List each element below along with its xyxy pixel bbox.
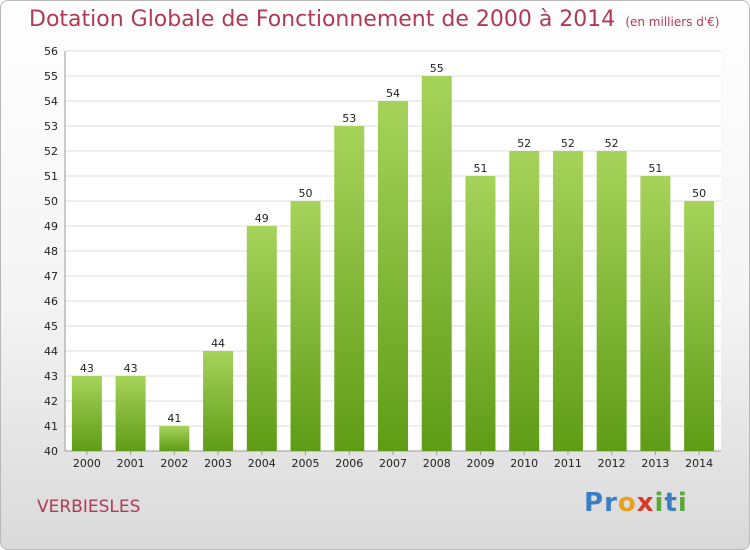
bar [290, 201, 321, 451]
x-tick-label: 2011 [554, 457, 582, 470]
bar-value-label: 51 [473, 162, 487, 175]
bar-value-label: 44 [211, 337, 225, 350]
bar [246, 226, 277, 451]
bar [378, 101, 408, 451]
bar-value-label: 52 [605, 137, 619, 150]
y-tick-label: 40 [44, 445, 58, 458]
y-tick-label: 46 [44, 295, 58, 308]
y-tick-label: 42 [44, 395, 58, 408]
y-tick-label: 52 [44, 145, 58, 158]
chart-title-main: Dotation Globale de Fonctionnement de 20… [29, 7, 616, 32]
bar-value-label: 43 [80, 362, 94, 375]
y-tick-label: 45 [44, 320, 58, 333]
y-tick-label: 44 [44, 345, 58, 358]
bar [203, 351, 234, 451]
x-tick-label: 2003 [204, 457, 232, 470]
y-tick-label: 43 [44, 370, 58, 383]
bar-value-label: 55 [430, 62, 444, 75]
bar-value-label: 50 [692, 187, 706, 200]
logo-letter: i [654, 488, 665, 518]
bar [596, 151, 627, 451]
bar-value-label: 54 [386, 87, 400, 100]
logo-letter: o [617, 488, 637, 518]
x-tick-label: 2000 [73, 457, 101, 470]
logo-letter: x [636, 488, 655, 518]
bar [334, 126, 365, 451]
x-tick-label: 2012 [598, 457, 626, 470]
proxiti-logo: Proxiti [584, 488, 688, 518]
x-tick-label: 2005 [292, 457, 320, 470]
chart-title: Dotation Globale de Fonctionnement de 20… [29, 7, 719, 32]
bar-value-label: 50 [299, 187, 313, 200]
y-tick-label: 41 [44, 420, 58, 433]
y-tick-label: 55 [44, 70, 58, 83]
bar-value-label: 53 [342, 112, 356, 125]
bar [421, 76, 452, 451]
chart-title-unit: (en milliers d'€) [625, 15, 720, 29]
y-tick-label: 47 [44, 270, 58, 283]
bar [71, 376, 102, 451]
logo-letter: P [584, 488, 605, 518]
bar [465, 176, 496, 451]
bar-value-label: 52 [561, 137, 575, 150]
bar [159, 426, 190, 451]
bar-value-label: 51 [648, 162, 662, 175]
x-tick-label: 2014 [685, 457, 713, 470]
bar [115, 376, 146, 451]
x-tick-label: 2010 [510, 457, 538, 470]
logo-letter: t [664, 488, 678, 518]
x-tick-label: 2001 [117, 457, 145, 470]
y-tick-label: 54 [44, 95, 58, 108]
bar-value-label: 52 [517, 137, 531, 150]
y-tick-label: 51 [44, 170, 58, 183]
bar-value-label: 43 [124, 362, 138, 375]
bar [640, 176, 671, 451]
x-tick-label: 2007 [379, 457, 407, 470]
x-tick-label: 2008 [423, 457, 451, 470]
bar-value-label: 49 [255, 212, 269, 225]
x-tick-label: 2009 [466, 457, 494, 470]
bar [552, 151, 583, 451]
x-tick-label: 2002 [160, 457, 188, 470]
x-tick-label: 2013 [641, 457, 669, 470]
y-tick-label: 53 [44, 120, 58, 133]
x-tick-label: 2006 [335, 457, 363, 470]
commune-name: VERBIESLES [37, 497, 141, 517]
y-tick-label: 50 [44, 195, 58, 208]
x-tick-label: 2004 [248, 457, 276, 470]
bar [509, 151, 540, 451]
bar-value-label: 41 [167, 412, 181, 425]
y-tick-label: 56 [44, 45, 58, 58]
logo-letter: i [677, 488, 688, 518]
y-tick-label: 48 [44, 245, 58, 258]
y-tick-label: 49 [44, 220, 58, 233]
logo-letter: r [604, 488, 618, 518]
bar [684, 201, 715, 451]
